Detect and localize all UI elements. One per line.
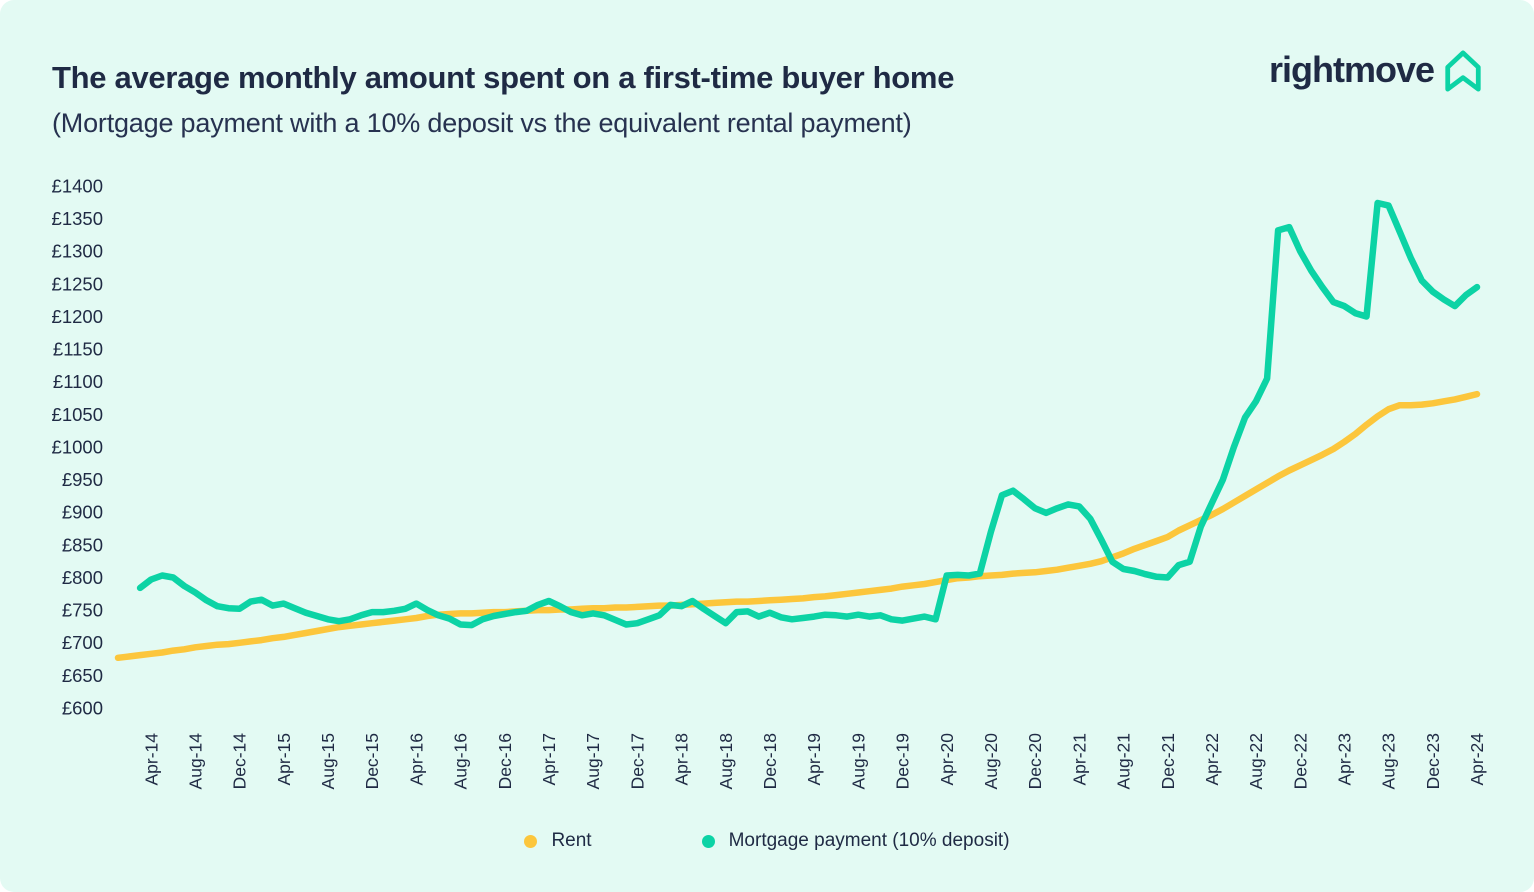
x-tick-label: Aug-20 bbox=[981, 733, 1001, 790]
rightmove-logo-text: rightmove bbox=[1268, 49, 1435, 90]
x-tick-label: Aug-14 bbox=[185, 733, 205, 790]
x-tick-label: Apr-18 bbox=[672, 733, 692, 786]
x-tick-label: Apr-19 bbox=[804, 733, 824, 786]
x-tick-label: Apr-17 bbox=[539, 733, 559, 786]
x-tick-label: Apr-22 bbox=[1202, 733, 1222, 786]
y-tick-label: £1350 bbox=[52, 208, 103, 229]
page-title: The average monthly amount spent on a fi… bbox=[52, 60, 955, 95]
x-tick-label: Apr-24 bbox=[1467, 733, 1487, 786]
x-tick-label: Aug-17 bbox=[583, 733, 603, 789]
rent-legend-label: Rent bbox=[551, 830, 592, 851]
x-tick-label: Dec-18 bbox=[760, 733, 780, 789]
x-tick-label: Dec-19 bbox=[893, 733, 913, 789]
x-tick-label: Aug-22 bbox=[1246, 733, 1266, 789]
x-tick-label: Dec-16 bbox=[495, 733, 515, 789]
y-tick-label: £1000 bbox=[52, 436, 103, 457]
x-tick-label: Aug-15 bbox=[318, 733, 338, 789]
y-tick-label: £800 bbox=[62, 567, 103, 588]
x-tick-label: Dec-20 bbox=[1025, 733, 1045, 790]
chart-legend: Rent Mortgage payment (10% deposit) bbox=[0, 830, 1534, 852]
x-tick-label: Apr-14 bbox=[141, 733, 161, 786]
y-tick-label: £1200 bbox=[52, 306, 103, 327]
x-tick-label: Dec-15 bbox=[362, 733, 382, 789]
x-tick-label: Aug-19 bbox=[848, 733, 868, 789]
rent-legend-dot bbox=[524, 834, 538, 848]
y-tick-label: £1150 bbox=[53, 339, 103, 360]
rightmove-logo: rightmove bbox=[1269, 48, 1484, 94]
mortgage-legend-label: Mortgage payment (10% deposit) bbox=[728, 830, 1010, 851]
x-tick-label: Apr-21 bbox=[1069, 733, 1089, 786]
mortgage-line bbox=[136, 199, 1481, 629]
x-tick-label: Dec-17 bbox=[627, 733, 647, 789]
x-tick-label: Dec-21 bbox=[1158, 733, 1178, 789]
x-tick-label: Aug-18 bbox=[716, 733, 736, 789]
y-tick-label: £1400 bbox=[52, 175, 103, 196]
y-tick-label: £950 bbox=[62, 469, 103, 490]
y-tick-label: £1100 bbox=[53, 371, 103, 392]
y-tick-label: £700 bbox=[62, 632, 103, 653]
y-tick-label: £850 bbox=[62, 534, 103, 555]
x-tick-label: Aug-23 bbox=[1379, 733, 1399, 789]
mortgage-legend-dot bbox=[701, 834, 715, 848]
x-tick-label: Dec-14 bbox=[230, 733, 250, 790]
y-tick-label: £1300 bbox=[52, 241, 103, 262]
rightmove-house-icon bbox=[1445, 50, 1481, 92]
rent-line bbox=[114, 390, 1481, 662]
x-tick-label: Apr-23 bbox=[1335, 733, 1355, 786]
x-tick-label: Aug-21 bbox=[1114, 733, 1134, 789]
page-subtitle: (Mortgage payment with a 10% deposit vs … bbox=[52, 108, 912, 138]
y-tick-label: £1050 bbox=[52, 404, 103, 425]
legend-item-mortgage: Mortgage payment (10% deposit) bbox=[701, 830, 1010, 852]
y-tick-label: £750 bbox=[62, 600, 103, 621]
x-tick-label: Apr-20 bbox=[937, 733, 957, 786]
x-tick-label: Dec-23 bbox=[1423, 733, 1443, 789]
y-tick-label: £600 bbox=[62, 697, 103, 718]
x-tick-label: Aug-16 bbox=[451, 733, 471, 789]
y-tick-label: £1250 bbox=[52, 273, 103, 294]
x-tick-label: Apr-15 bbox=[274, 733, 294, 786]
legend-item-rent: Rent bbox=[524, 830, 592, 852]
x-tick-label: Apr-16 bbox=[406, 733, 426, 786]
y-tick-label: £900 bbox=[62, 502, 103, 523]
y-tick-label: £650 bbox=[62, 665, 103, 686]
x-tick-label: Dec-22 bbox=[1290, 733, 1310, 789]
